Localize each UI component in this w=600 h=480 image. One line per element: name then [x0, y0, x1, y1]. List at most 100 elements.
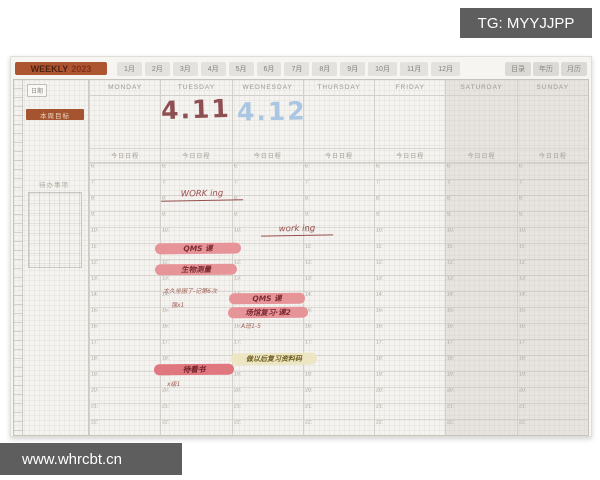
hour-label: 22: — [376, 420, 384, 426]
hour-row: 6: — [375, 163, 446, 179]
hour-row: 7: — [375, 179, 446, 195]
nav-button[interactable]: 月历 — [561, 61, 587, 76]
hour-label: 9: — [233, 212, 238, 218]
month-tab[interactable]: 3月 — [172, 61, 198, 76]
hour-label: 15: — [91, 308, 99, 314]
weekly-title: WEEKLY — [30, 63, 69, 74]
hour-label: 21: — [304, 404, 312, 410]
month-tab[interactable]: 6月 — [256, 61, 282, 76]
hour-label: 6: — [91, 164, 96, 170]
hour-row: 10: — [446, 227, 517, 243]
day-date-area — [375, 96, 446, 149]
hour-row: 10: — [161, 227, 232, 243]
hour-label: 15: — [162, 308, 170, 314]
month-tab[interactable]: 4月 — [200, 61, 226, 76]
hour-row: 11: — [375, 243, 446, 259]
month-tab[interactable]: 9月 — [340, 61, 366, 76]
hour-row: 12: — [375, 259, 446, 275]
hour-row: 17: — [517, 339, 588, 355]
hour-label: 17: — [447, 340, 455, 346]
month-tab[interactable]: 11月 — [399, 61, 429, 76]
hour-label: 14: — [304, 292, 312, 298]
month-tab[interactable]: 7月 — [284, 61, 310, 76]
hour-row: 13: — [375, 275, 446, 291]
day-schedule-label: 今日日程 — [303, 149, 375, 163]
hour-label: 7: — [376, 180, 381, 186]
month-tab[interactable]: 12月 — [431, 61, 461, 76]
hour-label: 9: — [518, 212, 523, 218]
hour-row: 20: — [517, 387, 588, 403]
hour-row: 17: — [375, 339, 446, 355]
hour-row: 9: — [446, 211, 517, 227]
hour-row: 8: — [232, 195, 303, 211]
day-hour-grid: 6: 7: 8: 9: 10: 11: — [90, 163, 161, 435]
hour-row: 21: — [232, 403, 303, 419]
hour-row: 14: — [90, 291, 161, 307]
hour-row: 6: — [303, 163, 375, 179]
nav-button[interactable]: 年历 — [533, 61, 559, 76]
hour-label: 21: — [518, 404, 526, 410]
hour-row: 8: — [90, 195, 161, 211]
day-schedule-label: 今日日程 — [517, 149, 588, 163]
hour-label: 11: — [162, 244, 170, 250]
month-tab[interactable]: 1月 — [117, 61, 142, 76]
hour-label: 21: — [447, 404, 455, 410]
hour-label: 8: — [91, 196, 96, 202]
hour-row: 6: — [161, 163, 232, 179]
hour-row: 11: — [232, 243, 303, 259]
hour-row: 9: — [303, 211, 375, 227]
hour-row: 20: — [446, 387, 517, 403]
hour-label: 6: — [518, 164, 523, 170]
hour-row: 10: — [517, 227, 588, 243]
hour-row: 14: — [232, 291, 303, 307]
hour-label: 14: — [91, 292, 99, 298]
month-tab[interactable]: 10月 — [368, 61, 397, 76]
hour-row: 10: — [90, 227, 161, 243]
hour-row: 12: — [517, 259, 588, 275]
hour-label: 11: — [376, 244, 383, 250]
day-schedule-label: 今日日程 — [161, 149, 232, 163]
watermark-top-right: TG: MYYJJPP — [460, 8, 592, 38]
nav-button[interactable]: 目录 — [505, 61, 531, 76]
day-name: FRIDAY — [375, 80, 446, 96]
hour-label: 11: — [304, 244, 312, 250]
hour-label: 6: — [447, 164, 452, 170]
month-tab[interactable]: 8月 — [312, 61, 338, 76]
hour-row: 14: — [161, 291, 232, 307]
hour-row: 13: — [232, 275, 303, 291]
hour-label: 13: — [233, 276, 241, 282]
hour-label: 11: — [447, 244, 455, 250]
hour-label: 13: — [91, 276, 99, 282]
hour-row: 14: — [446, 291, 517, 307]
hour-label: 8: — [162, 196, 167, 202]
hour-label: 10: — [91, 228, 99, 234]
hour-label: 17: — [518, 340, 526, 346]
hour-label: 13: — [518, 276, 526, 282]
hour-row: 7: — [303, 179, 375, 195]
hour-row: 18: — [90, 355, 161, 371]
hour-label: 14: — [162, 292, 170, 298]
month-tab[interactable]: 2月 — [144, 61, 170, 76]
hour-label: 10: — [233, 228, 241, 234]
day-name: MONDAY — [90, 80, 161, 96]
hour-row: 16: — [303, 323, 375, 339]
hour-row: 21: — [446, 403, 517, 419]
month-tab[interactable]: 5月 — [228, 61, 254, 76]
hour-row: 7: — [90, 179, 161, 195]
hour-row: 16: — [161, 323, 232, 339]
hour-row: 21: — [303, 403, 375, 419]
hour-label: 6: — [376, 164, 381, 170]
hour-label: 19: — [447, 372, 455, 378]
hour-label: 22: — [447, 420, 455, 426]
hour-row: 15: — [446, 307, 517, 323]
hour-row: 11: — [517, 243, 588, 259]
hour-label: 17: — [233, 340, 241, 346]
hour-label: 18: — [91, 356, 99, 362]
hour-row: 21: — [90, 403, 161, 419]
hour-row: 16: — [90, 323, 161, 339]
hour-row: 6: — [90, 163, 161, 179]
hour-label: 9: — [376, 212, 381, 218]
hour-row: 11: — [446, 243, 517, 259]
hour-row: 14: — [303, 291, 375, 307]
day-column: SATURDAY 今日日程 6: 7: 8: — [445, 80, 517, 435]
